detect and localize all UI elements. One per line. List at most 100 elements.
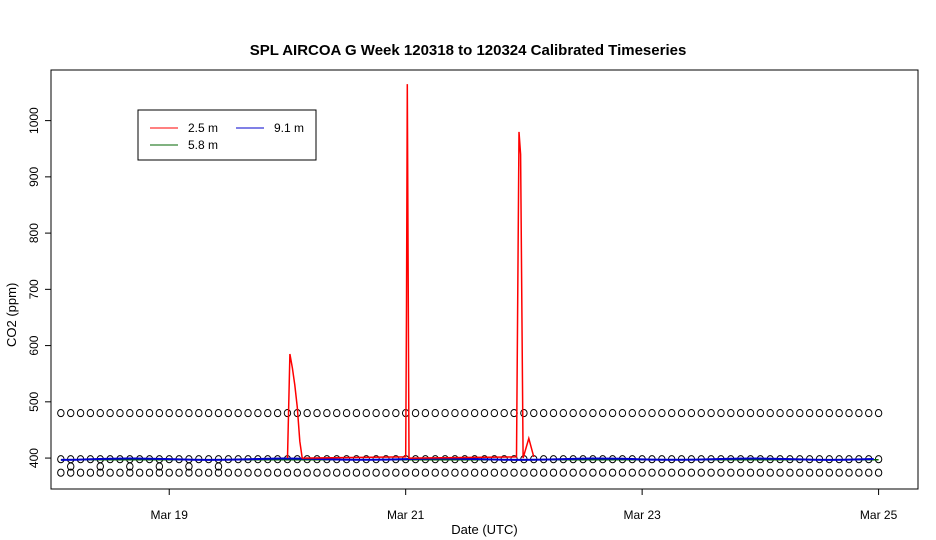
calibration-point <box>204 468 213 477</box>
calibration-point <box>717 468 725 477</box>
calibration-point <box>283 468 292 477</box>
chart-title: SPL AIRCOA G Week 120318 to 120324 Calib… <box>249 42 687 59</box>
calibration-point <box>599 408 607 418</box>
calibration-point <box>135 468 144 477</box>
calibration-point <box>815 468 824 477</box>
calibration-point <box>461 468 469 477</box>
calibration-point <box>273 468 282 477</box>
x-tick-label: Mar 21 <box>387 508 425 522</box>
calibration-point <box>86 468 95 477</box>
calibration-point <box>766 408 774 418</box>
calibration-point <box>470 468 479 477</box>
calibration-point <box>333 408 341 418</box>
calibration-point <box>342 468 351 477</box>
calibration-point <box>658 468 666 477</box>
calibration-point <box>155 468 164 477</box>
y-tick-label: 800 <box>27 223 41 243</box>
calibration-point <box>67 462 75 471</box>
calibration-point <box>835 468 843 477</box>
calibration-point <box>796 468 804 477</box>
calibration-point <box>687 468 696 477</box>
calibration-point <box>451 408 459 418</box>
calibration-point <box>214 408 223 418</box>
calibration-point <box>510 468 518 477</box>
calibration-point <box>67 408 75 418</box>
calibration-point <box>608 408 617 418</box>
calibration-point <box>264 408 272 418</box>
calibration-point <box>727 468 735 477</box>
calibration-point <box>106 468 114 477</box>
calibration-point <box>401 468 410 477</box>
calibration-point <box>195 408 203 418</box>
calibration-point <box>254 408 262 418</box>
calibration-point <box>786 468 794 477</box>
calibration-point <box>372 408 380 418</box>
calibration-point <box>372 468 380 477</box>
y-tick-label: 1000 <box>27 107 41 134</box>
calibration-point <box>470 408 479 418</box>
calibration-point <box>530 468 538 477</box>
calibration-point <box>805 408 814 418</box>
calibration-point <box>638 408 646 418</box>
calibration-point <box>67 468 75 477</box>
calibration-point <box>608 468 617 477</box>
calibration-point <box>746 468 755 477</box>
calibration-point <box>825 468 834 477</box>
calibration-point <box>677 468 686 477</box>
calibration-point <box>135 408 144 418</box>
series-2-5m-line <box>286 84 535 459</box>
calibration-point <box>392 468 400 477</box>
calibration-point <box>658 408 666 418</box>
calibration-point <box>648 408 656 418</box>
calibration-point <box>569 408 577 418</box>
calibration-point <box>667 468 676 477</box>
y-tick-label: 900 <box>27 167 41 187</box>
calibration-point <box>185 408 193 418</box>
calibration-point <box>411 408 420 418</box>
calibration-point <box>589 408 597 418</box>
calibration-point <box>254 468 262 477</box>
calibration-point <box>727 408 735 418</box>
calibration-point <box>648 468 656 477</box>
calibration-point <box>362 468 370 477</box>
calibration-point <box>628 408 636 418</box>
calibration-point <box>618 468 627 477</box>
calibration-point <box>697 468 705 477</box>
calibration-point <box>214 468 223 477</box>
calibration-point <box>145 408 154 418</box>
calibration-point <box>382 408 390 418</box>
calibration-point <box>165 468 173 477</box>
calibration-point <box>126 408 134 418</box>
calibration-point <box>825 408 834 418</box>
calibration-point <box>677 408 686 418</box>
x-tick-label: Mar 25 <box>860 508 898 522</box>
calibration-point <box>283 408 292 418</box>
calibration-point <box>293 468 302 477</box>
calibration-point <box>579 468 587 477</box>
calibration-point <box>96 462 104 471</box>
calibration-point <box>865 468 873 477</box>
calibration-point <box>303 408 311 418</box>
series-9-1m-line <box>60 457 874 461</box>
calibration-point <box>224 468 233 477</box>
calibration-point <box>175 408 183 418</box>
calibration-point <box>185 462 193 471</box>
calibration-point <box>431 408 439 418</box>
y-axis-label: CO2 (ppm) <box>4 282 19 347</box>
calibration-point <box>638 468 646 477</box>
calibration-point <box>815 408 824 418</box>
calibration-point <box>431 468 439 477</box>
calibration-point <box>224 408 233 418</box>
calibration-point <box>786 408 794 418</box>
calibration-point <box>96 468 104 477</box>
calibration-point <box>549 408 558 418</box>
calibration-point <box>874 468 883 477</box>
calibration-point <box>145 468 154 477</box>
calibration-point <box>234 408 242 418</box>
calibration-point <box>392 408 400 418</box>
calibration-point <box>559 468 568 477</box>
calibration-point <box>264 468 272 477</box>
calibration-point <box>500 468 508 477</box>
calibration-point <box>766 468 774 477</box>
